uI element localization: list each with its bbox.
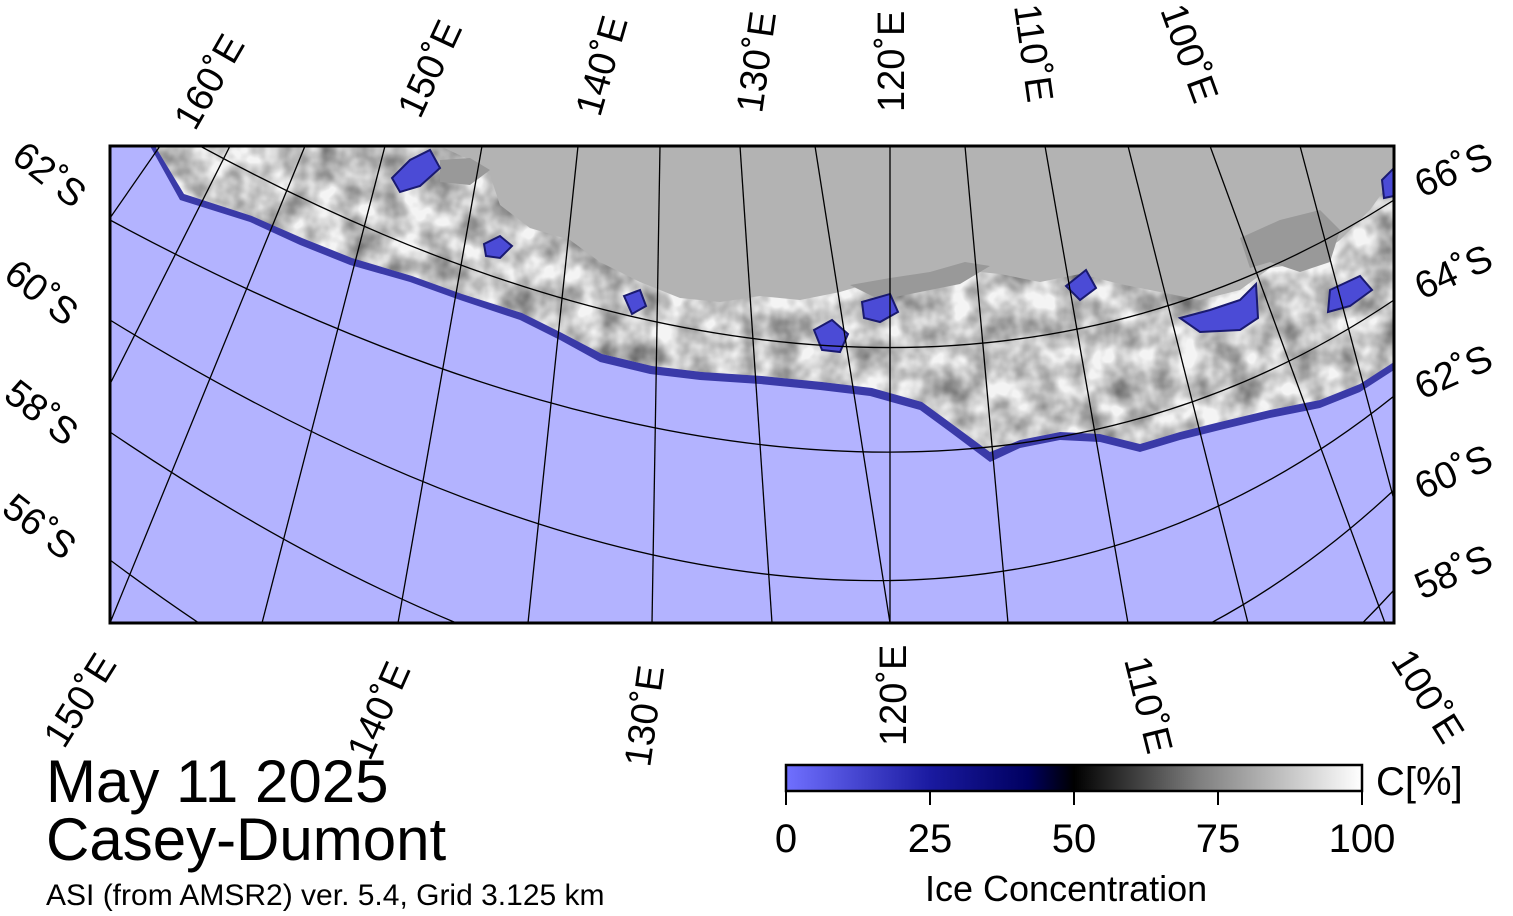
lat-label: 64˚S (1409, 237, 1499, 308)
polynya (1177, 281, 1260, 334)
lon-label: 100˚E (1382, 643, 1471, 751)
lat-label: 56˚S (0, 486, 84, 569)
map-frame (108, 144, 1396, 625)
lon-label: 150˚E (390, 14, 471, 124)
polynya (860, 292, 900, 324)
colorbar-tick: 25 (908, 817, 953, 861)
lon-label: 120˚E (871, 11, 913, 112)
graticule-latitudes (110, 146, 1394, 623)
polynya (812, 318, 850, 354)
polynya (390, 148, 442, 194)
polynya (1326, 274, 1374, 314)
colorbar-tick: 100 (1329, 817, 1396, 861)
lon-label: 140˚E (568, 11, 636, 120)
colorbar-tick: 0 (775, 817, 797, 861)
left-latitude-labels: 62˚S 60˚S 58˚S 56˚S (0, 134, 94, 569)
ice-shelf (440, 158, 490, 185)
lat-label: 62˚S (1409, 337, 1499, 408)
colorbar-tick: 75 (1196, 817, 1241, 861)
colorbar-gradient (784, 763, 1364, 793)
lon-label: 150˚E (36, 647, 125, 755)
polynya (1064, 268, 1098, 302)
lon-label: 110˚E (1005, 1, 1060, 104)
lon-label: 160˚E (166, 28, 253, 137)
lat-label: 60˚S (0, 252, 86, 335)
lat-label: 60˚S (1409, 437, 1499, 508)
lat-label: 66˚S (1409, 135, 1499, 206)
lon-label: 120˚E (873, 645, 915, 746)
lon-label: 100˚E (1152, 0, 1226, 108)
polynya (622, 288, 648, 316)
lon-label: 130˚E (617, 663, 673, 769)
lat-label: 58˚S (0, 372, 86, 455)
ice-shelf (850, 262, 990, 300)
colorbar: 0 25 50 75 100 C[%] (775, 760, 1463, 861)
lat-label: 62˚S (4, 134, 93, 217)
lon-label: 130˚E (729, 9, 785, 115)
ice-shelf (1240, 210, 1340, 272)
lon-label: 110˚E (1115, 652, 1180, 758)
colorbar-title: Ice Concentration (925, 868, 1208, 909)
product-info: ASI (from AMSR2) ver. 5.4, Grid 3.125 km (46, 879, 605, 912)
polynya (1380, 166, 1394, 200)
colorbar-unit: C[%] (1376, 760, 1463, 804)
lat-label: 58˚S (1409, 537, 1499, 608)
region-name: Casey-Dumont (46, 806, 447, 873)
right-latitude-labels: 66˚S 64˚S 62˚S 60˚S 58˚S (1409, 135, 1499, 608)
colorbar-tick: 50 (1052, 817, 1097, 861)
map-date: May 11 2025 (46, 748, 389, 815)
antarctica-land (440, 146, 1394, 302)
top-longitude-labels: 160˚E 150˚E 140˚E 130˚E 120˚E 110˚E 100˚… (166, 0, 1225, 137)
map-body (110, 146, 1394, 623)
graticule-meridians (110, 146, 1394, 623)
polynya (482, 234, 514, 260)
